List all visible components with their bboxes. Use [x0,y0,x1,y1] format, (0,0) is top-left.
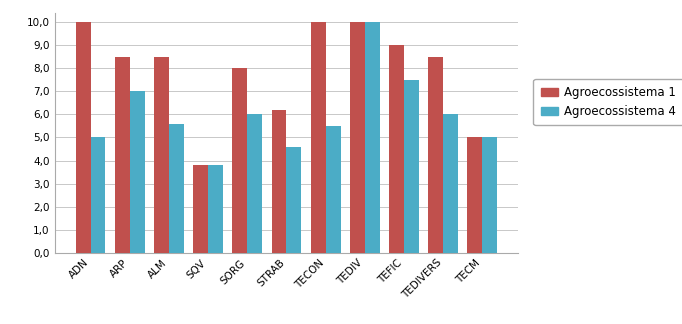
Bar [350,22,365,253]
Bar [271,110,286,253]
Bar [365,22,380,253]
Bar [467,137,482,253]
Bar [311,22,325,253]
Bar [482,137,497,253]
Bar [233,68,248,253]
Bar [115,57,130,253]
Bar [208,165,223,253]
Bar [443,114,458,253]
Bar [130,91,145,253]
Bar [154,57,169,253]
Bar [193,165,208,253]
Bar [169,124,183,253]
Bar [389,45,404,253]
Bar [428,57,443,253]
Bar [286,147,301,253]
Bar [248,114,262,253]
Bar [76,22,91,253]
Bar [404,80,419,253]
Bar [325,126,340,253]
Legend: Agroecossistema 1, Agroecossistema 4: Agroecossistema 1, Agroecossistema 4 [533,79,682,125]
Bar [91,137,106,253]
